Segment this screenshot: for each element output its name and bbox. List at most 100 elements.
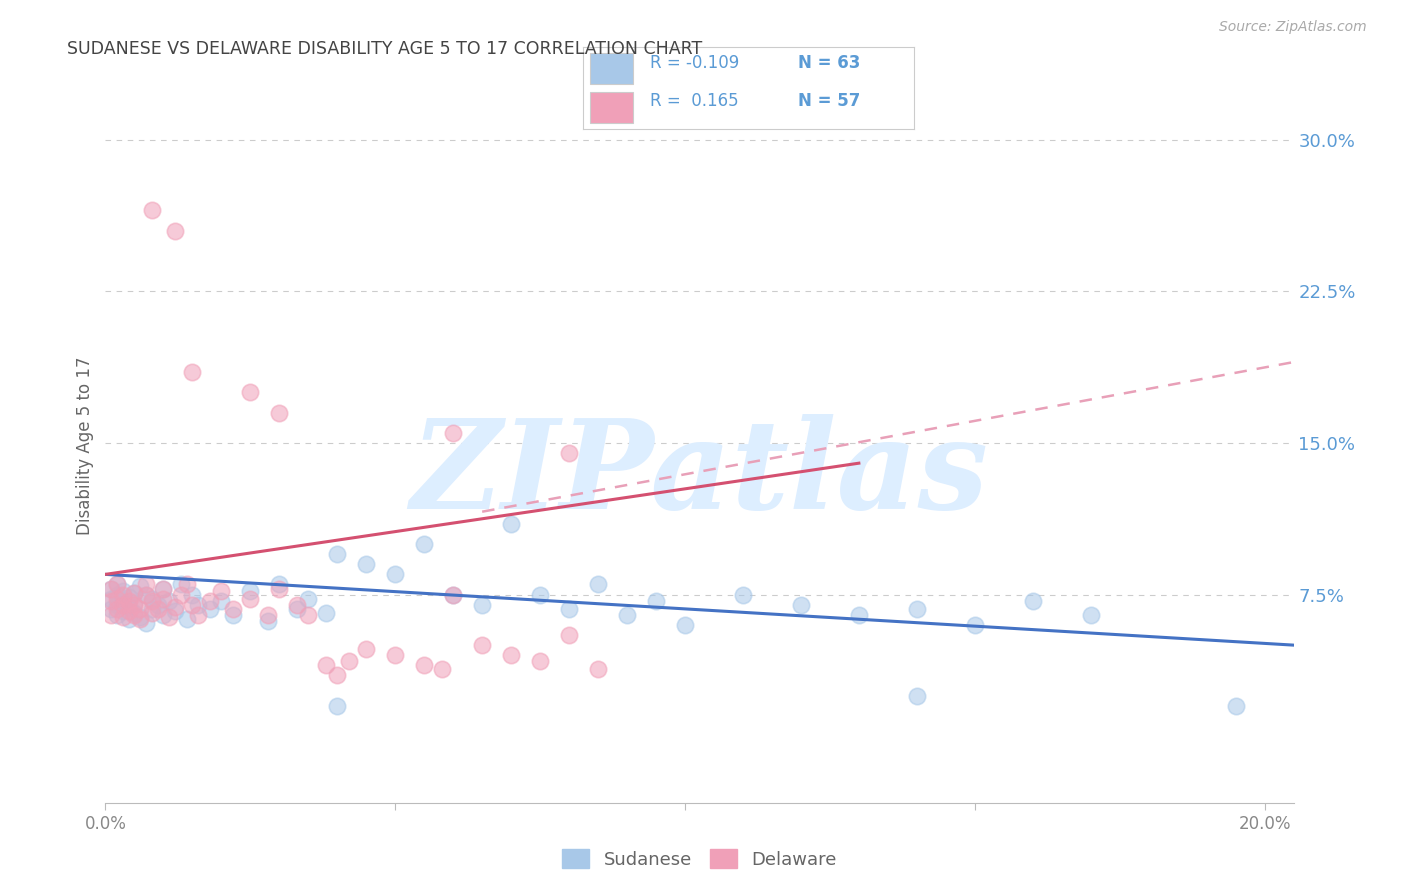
Point — [105, 591, 128, 606]
Legend: Sudanese, Delaware: Sudanese, Delaware — [555, 842, 844, 876]
Point — [111, 583, 134, 598]
Point — [141, 591, 163, 606]
Point — [441, 425, 464, 440]
Point — [384, 648, 406, 663]
Point — [413, 537, 436, 551]
Point — [176, 577, 198, 591]
Point — [1022, 593, 1045, 607]
Point — [354, 642, 377, 657]
Point — [558, 628, 581, 642]
Point — [209, 583, 232, 598]
Point — [124, 606, 146, 620]
Point — [124, 596, 146, 610]
Point — [905, 601, 928, 615]
Point — [256, 607, 278, 622]
Point — [586, 577, 609, 591]
Point — [297, 591, 319, 606]
Point — [170, 577, 193, 591]
Point — [315, 658, 337, 673]
Point — [441, 588, 464, 602]
Point — [790, 598, 813, 612]
Text: Source: ZipAtlas.com: Source: ZipAtlas.com — [1219, 20, 1367, 34]
Point — [731, 588, 754, 602]
Point — [135, 577, 157, 591]
Point — [105, 588, 128, 602]
Point — [105, 577, 128, 591]
Point — [558, 446, 581, 460]
Point — [1080, 607, 1102, 622]
Point — [441, 588, 464, 602]
Point — [181, 365, 204, 379]
Point — [129, 580, 152, 594]
Point — [848, 607, 870, 622]
Point — [157, 593, 180, 607]
Text: ZIPatlas: ZIPatlas — [411, 414, 988, 535]
Point — [129, 601, 152, 615]
Point — [297, 607, 319, 622]
Point — [100, 601, 122, 615]
Point — [529, 588, 551, 602]
Point — [152, 582, 174, 596]
Point — [586, 662, 609, 676]
Point — [124, 607, 146, 622]
Y-axis label: Disability Age 5 to 17: Disability Age 5 to 17 — [76, 357, 94, 535]
Point — [1225, 698, 1247, 713]
Point — [384, 567, 406, 582]
Point — [239, 591, 262, 606]
Point — [135, 615, 157, 630]
Point — [222, 607, 245, 622]
Point — [117, 593, 139, 607]
Bar — [591, 92, 633, 123]
Point — [315, 606, 337, 620]
Point — [141, 203, 163, 218]
Point — [239, 385, 262, 400]
Point — [645, 593, 668, 607]
Point — [187, 598, 209, 612]
Point — [124, 585, 146, 599]
Point — [501, 516, 523, 531]
Point — [111, 604, 134, 618]
Point — [152, 582, 174, 596]
Point — [117, 590, 139, 604]
Point — [124, 585, 146, 599]
Point — [163, 604, 186, 618]
Point — [111, 610, 134, 624]
Point — [326, 547, 349, 561]
Point — [256, 614, 278, 628]
Point — [100, 582, 122, 596]
Point — [187, 607, 209, 622]
Text: N = 63: N = 63 — [799, 54, 860, 72]
Point — [501, 648, 523, 663]
Point — [239, 583, 262, 598]
Point — [105, 577, 128, 591]
Point — [198, 601, 221, 615]
Point — [673, 618, 696, 632]
Point — [152, 591, 174, 606]
Point — [558, 601, 581, 615]
Point — [111, 598, 134, 612]
Point — [326, 668, 349, 682]
Point — [152, 607, 174, 622]
Point — [117, 604, 139, 618]
Point — [176, 612, 198, 626]
Point — [141, 601, 163, 615]
Point — [135, 588, 157, 602]
Point — [100, 582, 122, 596]
Point — [181, 598, 204, 612]
Point — [198, 593, 221, 607]
Point — [471, 598, 494, 612]
Point — [471, 638, 494, 652]
Point — [181, 588, 204, 602]
Point — [135, 588, 157, 602]
Point — [141, 606, 163, 620]
Text: N = 57: N = 57 — [799, 93, 860, 111]
Point — [117, 612, 139, 626]
Point — [141, 593, 163, 607]
Point — [269, 406, 291, 420]
Point — [529, 654, 551, 668]
Point — [170, 588, 193, 602]
Point — [105, 601, 128, 615]
Bar — [591, 53, 633, 84]
Point — [326, 698, 349, 713]
Point — [963, 618, 986, 632]
